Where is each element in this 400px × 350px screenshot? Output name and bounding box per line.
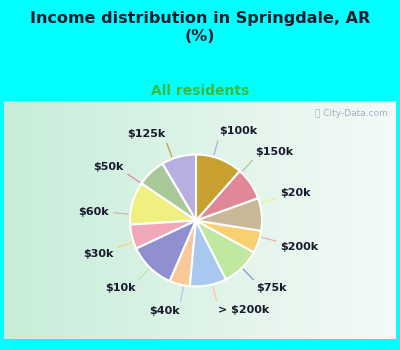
Wedge shape (142, 164, 196, 220)
Wedge shape (196, 220, 254, 279)
Text: > $200k: > $200k (218, 305, 269, 315)
Text: $150k: $150k (256, 147, 294, 157)
Wedge shape (130, 183, 196, 225)
Text: $75k: $75k (257, 283, 287, 293)
Text: $125k: $125k (127, 129, 165, 139)
Wedge shape (170, 220, 196, 286)
Text: $60k: $60k (79, 207, 109, 217)
Text: $20k: $20k (280, 188, 310, 197)
Wedge shape (196, 171, 258, 220)
Wedge shape (136, 220, 196, 281)
Wedge shape (130, 220, 196, 248)
Text: Income distribution in Springdale, AR
(%): Income distribution in Springdale, AR (%… (30, 10, 370, 44)
Text: $10k: $10k (105, 283, 135, 293)
Wedge shape (196, 154, 240, 220)
Text: $40k: $40k (149, 306, 180, 316)
Text: $50k: $50k (94, 162, 124, 172)
Text: ⓘ City-Data.com: ⓘ City-Data.com (315, 108, 388, 118)
Text: $100k: $100k (219, 126, 257, 136)
Text: All residents: All residents (151, 84, 249, 98)
Text: $200k: $200k (280, 242, 318, 252)
Text: $30k: $30k (83, 249, 114, 259)
Wedge shape (196, 220, 261, 252)
Wedge shape (190, 220, 226, 287)
Wedge shape (196, 198, 262, 231)
Wedge shape (162, 154, 196, 220)
